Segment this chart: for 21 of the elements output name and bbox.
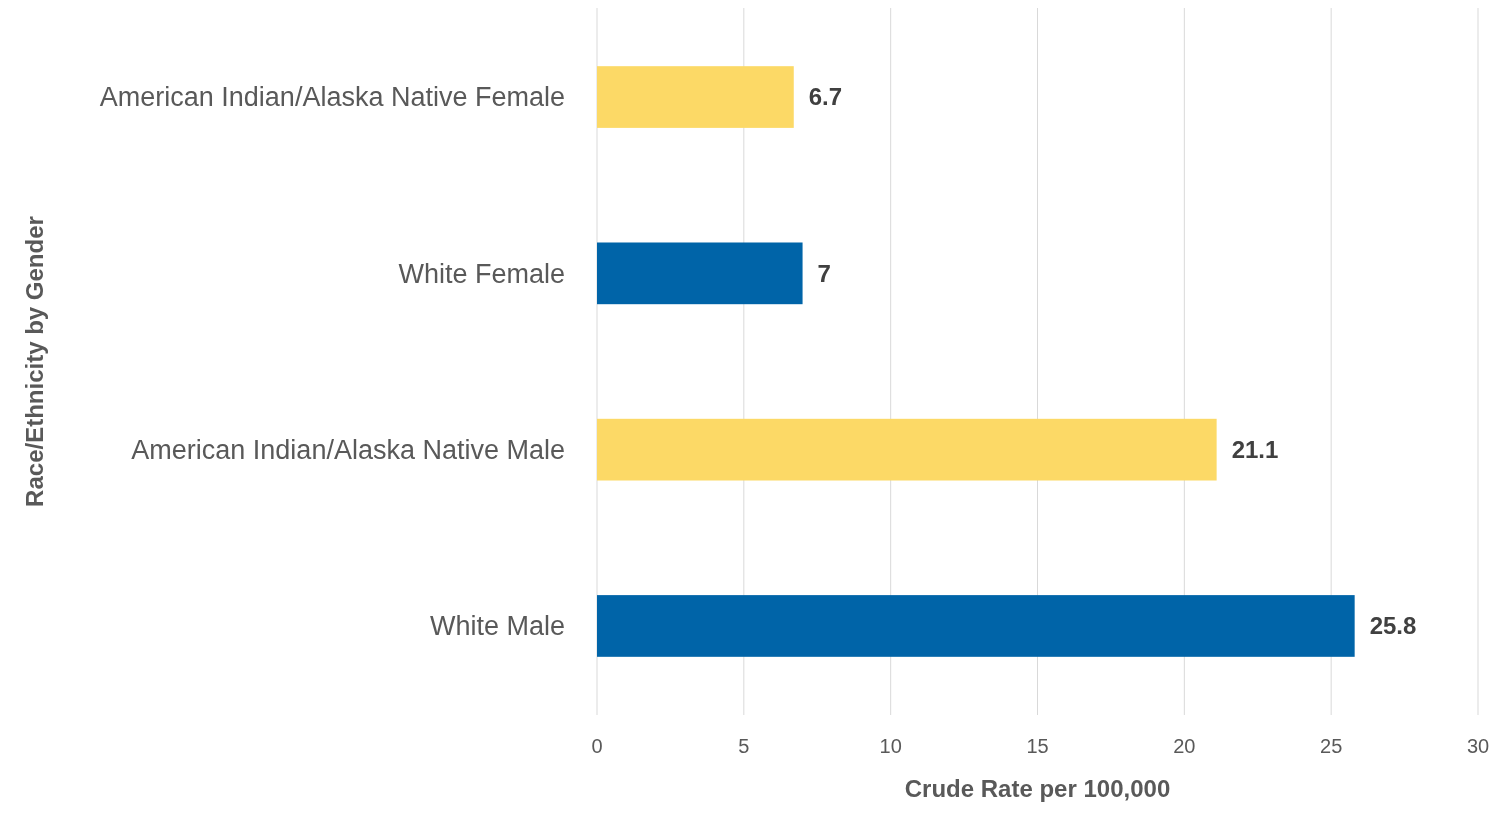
data-label: 25.8 (1369, 612, 1417, 640)
y-axis-title: Race/Ethnicity by Gender (21, 216, 48, 507)
x-tick-label: 5 (738, 735, 750, 757)
x-tick-label: 25 (1320, 735, 1343, 757)
x-tick-label: 30 (1466, 735, 1490, 757)
x-axis-title: Crude Rate per 100,000 (904, 775, 1171, 802)
data-label: 7 (817, 259, 831, 287)
x-tick-label: 0 (591, 735, 603, 757)
x-tick-label: 15 (1026, 735, 1049, 757)
data-label: 6.7 (808, 83, 843, 111)
x-tick-label: 10 (879, 735, 902, 757)
bar (597, 418, 1217, 481)
bar (597, 595, 1355, 657)
data-label: 21.1 (1231, 436, 1279, 464)
y-tick-label: American Indian/Alaska Native Male (131, 435, 565, 466)
bar (597, 66, 794, 128)
y-tick-label: American Indian/Alaska Native Female (99, 82, 565, 113)
y-tick-label: White Male (429, 611, 565, 642)
y-tick-label: White Female (398, 258, 565, 289)
x-tick-label: 20 (1173, 735, 1196, 757)
bar (597, 242, 803, 305)
